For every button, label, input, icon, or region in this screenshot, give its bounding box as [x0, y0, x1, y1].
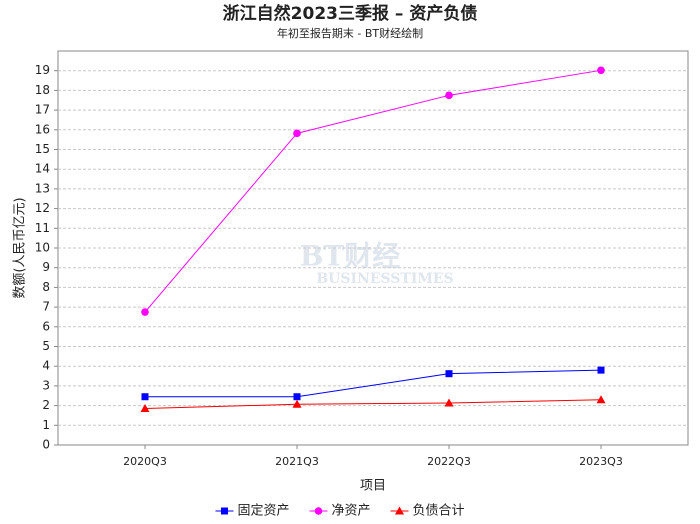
y-tick-label: 10 — [35, 241, 50, 255]
legend-marker — [314, 507, 323, 515]
y-tick-label: 19 — [35, 63, 50, 77]
legend-marker — [395, 506, 405, 515]
x-axis-label: 项目 — [360, 479, 386, 494]
y-axis-label: 数额(人民币亿元) — [13, 197, 28, 298]
data-point — [140, 404, 150, 413]
y-tick-label: 1 — [42, 418, 50, 432]
watermark: BT财经 — [300, 240, 401, 273]
data-point — [293, 393, 301, 401]
y-tick-label: 8 — [42, 280, 50, 294]
chart-title: 浙江自然2023三季报 – 资产负债 — [223, 3, 478, 24]
y-tick-label: 16 — [35, 122, 50, 136]
x-tick-label: 2022Q3 — [427, 455, 471, 468]
x-tick-label: 2021Q3 — [275, 455, 319, 468]
y-tick-label: 18 — [35, 83, 50, 97]
y-tick-label: 12 — [35, 201, 50, 215]
legend-label: 负债合计 — [413, 504, 465, 519]
series-line — [144, 399, 602, 410]
y-tick-label: 7 — [42, 300, 50, 314]
data-point — [141, 308, 149, 316]
legend-label: 固定资产 — [237, 504, 289, 519]
y-tick-label: 9 — [42, 260, 50, 274]
legend-label: 净资产 — [331, 504, 370, 519]
data-point — [293, 129, 301, 138]
legend-marker — [220, 507, 228, 515]
data-point — [444, 398, 454, 407]
y-tick-label: 5 — [42, 339, 50, 353]
y-tick-label: 14 — [35, 162, 50, 176]
data-point — [596, 395, 606, 404]
y-tick-label: 13 — [35, 181, 50, 195]
y-tick-label: 6 — [42, 319, 50, 333]
y-tick-label: 15 — [35, 142, 50, 156]
data-point — [141, 393, 149, 401]
x-tick-label: 2020Q3 — [123, 455, 167, 468]
data-point — [445, 370, 453, 378]
x-tick-label: 2023Q3 — [579, 455, 623, 468]
y-tick-label: 3 — [42, 378, 50, 392]
data-point — [445, 91, 453, 100]
y-tick-label: 2 — [42, 398, 50, 412]
y-tick-label: 0 — [42, 438, 50, 452]
series-line — [145, 369, 602, 398]
watermark-sub: BUSINESSTIMES — [316, 271, 453, 287]
series-line — [144, 69, 602, 313]
data-point — [597, 366, 605, 374]
chart-subtitle: 年初至报告期末 - BT财经绘制 — [277, 26, 423, 40]
y-tick-label: 4 — [42, 359, 50, 373]
data-point — [292, 399, 302, 408]
y-tick-label: 11 — [35, 221, 50, 235]
y-tick-label: 17 — [35, 103, 50, 117]
data-point — [597, 66, 605, 75]
